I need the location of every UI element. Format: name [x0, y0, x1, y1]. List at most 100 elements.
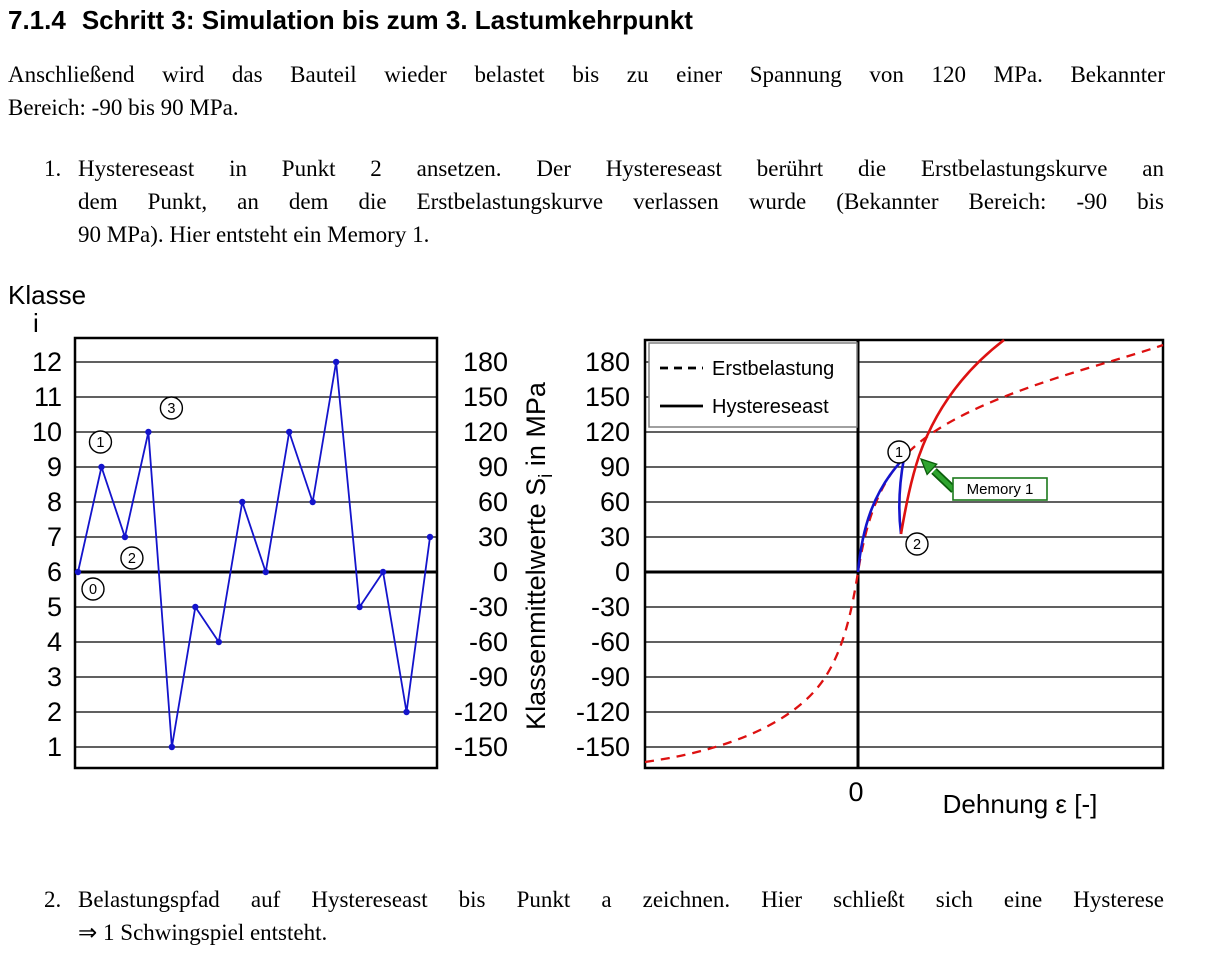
mpa-tick-label: -30 [469, 592, 508, 622]
mpa-tick-label: -90 [469, 662, 508, 692]
point-label: 2 [128, 551, 136, 567]
point-label-circle [887, 440, 911, 464]
point-label-circle [159, 396, 184, 420]
text-line: Bereich: -90 bis 90 MPa. [8, 95, 239, 120]
class-tick-label: 11 [34, 382, 62, 412]
y-axis-title-pre: Klassenmittelwerte S [521, 478, 551, 730]
data-point [168, 743, 176, 751]
data-point [239, 498, 246, 506]
curve-erstbelastung [644, 343, 1164, 764]
class-tick-label: 1 [47, 732, 62, 762]
class-tick-label: 10 [32, 417, 62, 447]
section-number: 7.1.4 [8, 5, 66, 35]
mpa-tick-label: -150 [576, 732, 630, 762]
class-tick-label: 7 [47, 522, 62, 552]
class-tick-label: 3 [47, 662, 62, 692]
text-line: Anschließend wird das Bauteil wieder bel… [8, 62, 1165, 87]
mpa-tick-label: -60 [469, 627, 508, 657]
point-label-circle [81, 577, 105, 601]
point-label-circle [88, 430, 113, 454]
mpa-tick-label: 120 [463, 417, 508, 447]
data-point [332, 358, 340, 366]
mpa-tick-label: 90 [478, 452, 508, 482]
memory-annotation: Memory 1 [919, 457, 1048, 501]
shared-y-axis-title: Klassenmittelwerte Si in MPa [521, 381, 557, 730]
memory-label-box [952, 477, 1048, 501]
text-line: Hystereseast in Punkt 2 ansetzen. Der Hy… [78, 156, 1164, 181]
list-item-1-marker: 1. [44, 156, 62, 181]
class-tick-label: 8 [47, 487, 62, 517]
list-item-1-text: Hystereseast in Punkt 2 ansetzen. Der Hy… [78, 152, 1164, 251]
data-point [74, 568, 82, 576]
mpa-tick-label: -30 [591, 592, 630, 622]
memory-arrow-head-icon [919, 457, 938, 476]
left-axis-title-i: i [33, 308, 39, 338]
class-tick-label: 2 [47, 697, 62, 727]
class-tick-label: 5 [47, 592, 62, 622]
mpa-tick-label: 120 [585, 417, 630, 447]
y-axis-title-post: in MPa [521, 381, 551, 474]
curve-belastung-0-zu-1 [856, 457, 905, 573]
text-line: Belastungspfad auf Hystereseast bis Punk… [78, 887, 1164, 912]
left-chart-border [73, 336, 439, 770]
intro-paragraph: Anschließend wird das Bauteil wieder bel… [8, 58, 1165, 124]
mpa-tick-label: -60 [591, 627, 630, 657]
class-tick-label: 12 [32, 347, 62, 377]
stress-strain-chart: Erstbelastung Hystereseast 1 2 [643, 338, 1165, 770]
data-point [403, 708, 410, 716]
mpa-tick-label: 180 [463, 347, 508, 377]
mpa-tick-label: -150 [454, 732, 508, 762]
mpa-tick-label: -120 [454, 697, 508, 727]
data-point [286, 428, 293, 436]
memory-arrow [932, 469, 956, 492]
class-tick-label: 9 [47, 452, 62, 482]
data-point [262, 568, 269, 576]
text-line: 90 MPa). Hier entsteht ein Memory 1. [78, 222, 430, 247]
mpa-tick-label: 150 [463, 382, 508, 412]
data-point [356, 603, 363, 611]
list-item-2-marker: 2. [44, 887, 62, 912]
mpa-tick-label: 90 [600, 452, 630, 482]
legend-label: Hystereseast [712, 396, 829, 418]
legend-label: Erstbelastung [712, 358, 834, 380]
x-zero-label: 0 [848, 777, 863, 807]
data-point [379, 568, 387, 576]
point-label: 3 [167, 401, 175, 417]
point-label-circle [120, 546, 144, 570]
point-label: 1 [895, 445, 903, 461]
point-label: 2 [913, 537, 921, 553]
mpa-tick-label: 150 [585, 382, 630, 412]
text-line: dem Punkt, an dem die Erstbelastungskurv… [78, 189, 1164, 214]
data-point [426, 533, 434, 541]
mpa-tick-label: -120 [576, 697, 630, 727]
curve-hystereseast-ab-2 [899, 338, 1005, 535]
class-tick-label: 4 [47, 627, 62, 657]
mpa-tick-label: 0 [615, 557, 630, 587]
mpa-tick-label: 180 [585, 347, 630, 377]
left-axis-title: Klasse [8, 280, 86, 310]
memory-label: Memory 1 [967, 481, 1034, 498]
point-label-circle [905, 532, 929, 556]
point-label: 0 [89, 582, 97, 598]
mpa-tick-label: 30 [600, 522, 630, 552]
curve-entlastung-1-zu-2 [898, 457, 906, 535]
x-axis-title: Dehnung ε [-] [943, 789, 1098, 819]
legend-box [648, 342, 858, 428]
mpa-tick-label: 0 [493, 557, 508, 587]
point-label: 1 [96, 435, 104, 451]
load-sequence-line [77, 361, 431, 748]
section-title: Schritt 3: Simulation bis zum 3. Lastumk… [81, 5, 693, 35]
data-point [121, 533, 129, 541]
section-heading: 7.1.4 Schritt 3: Simulation bis zum 3. La… [8, 5, 693, 36]
data-point [309, 498, 316, 506]
mpa-tick-label: 30 [478, 522, 508, 552]
class-tick-label: 6 [47, 557, 62, 587]
list-item-2-text: Belastungspfad auf Hystereseast bis Punk… [78, 883, 1164, 949]
data-point [145, 428, 152, 436]
mpa-tick-label: 60 [478, 487, 508, 517]
data-point [215, 638, 222, 646]
data-point [192, 603, 199, 611]
right-chart-border [643, 338, 1165, 770]
